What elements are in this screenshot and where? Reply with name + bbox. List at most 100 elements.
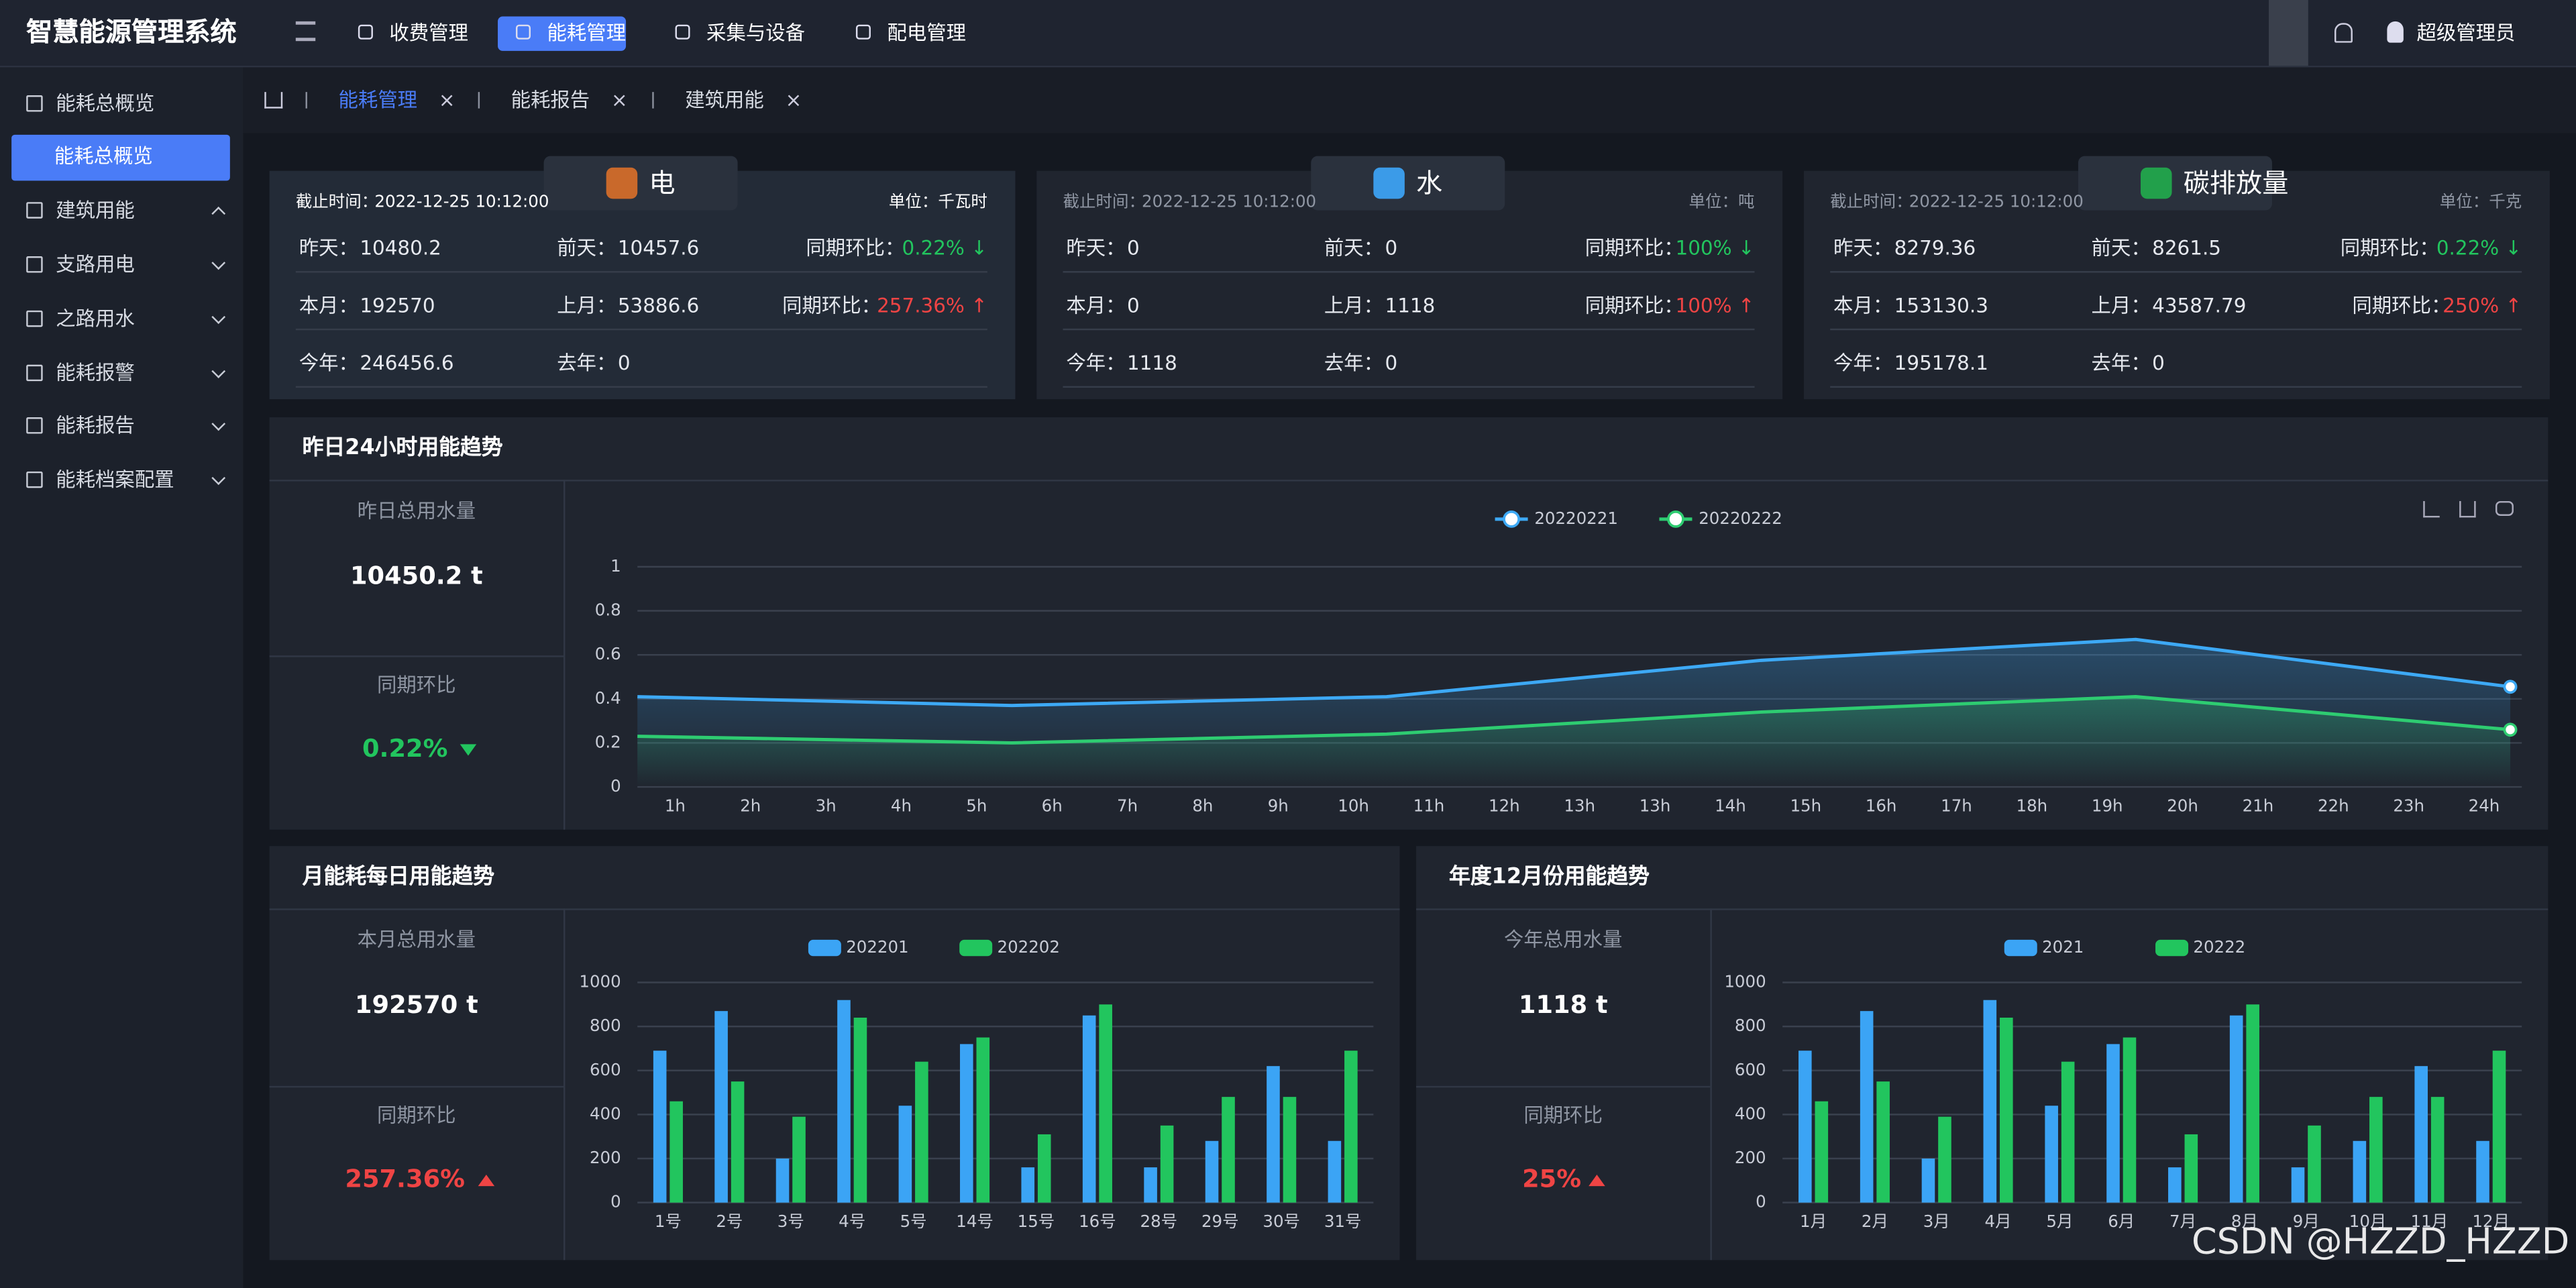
stat-label: 本月：	[1833, 294, 1893, 317]
bar	[653, 1051, 667, 1203]
ratio-label: 同期环比：	[2340, 236, 2439, 260]
sidebar	[0, 67, 244, 1288]
row-divider	[295, 386, 987, 388]
bar	[2291, 1167, 2305, 1203]
x-tick-label: 13h	[1564, 796, 1595, 815]
kpi-label: 昨日总用水量	[357, 499, 476, 523]
ratio-value: 0.22% ↓	[902, 236, 987, 260]
stat-value: 10480.2	[360, 236, 441, 260]
x-tick-label: 1h	[665, 796, 686, 815]
x-tick-label: 18h	[2017, 796, 2048, 815]
bar	[1876, 1081, 1890, 1203]
stat-value: 0	[617, 352, 631, 375]
stat-value: 10457.6	[617, 236, 700, 260]
ratio-label: 同期环比：	[1585, 236, 1684, 260]
tab-close[interactable]: ×	[438, 89, 455, 112]
legend-swatch	[2155, 939, 2189, 957]
y-tick-label: 0.6	[595, 644, 621, 663]
sidebar-item[interactable]: 能耗总概览	[56, 92, 155, 115]
y-tick-label: 0.8	[595, 600, 621, 620]
home-icon[interactable]	[264, 92, 283, 109]
tab[interactable]: 能耗报告	[511, 89, 590, 112]
toolbar-switch[interactable]	[2496, 500, 2514, 516]
panel-vdivider	[564, 480, 566, 830]
user-icon[interactable]	[2387, 21, 2404, 43]
bar	[1815, 1101, 1829, 1203]
nav-item[interactable]: 收费管理	[389, 21, 468, 45]
toolbar-line[interactable]	[2423, 500, 2440, 518]
sidebar-icon	[26, 364, 43, 382]
sidebar-item[interactable]: 能耗总概览	[54, 144, 153, 168]
stat-value: 0	[1385, 352, 1398, 375]
y-tick-label: 0.4	[595, 688, 621, 708]
sidebar-icon	[26, 310, 43, 327]
bar	[714, 1011, 728, 1203]
stat-label: 去年：	[2091, 352, 2151, 375]
stat-label: 昨天：	[1066, 236, 1126, 260]
bar	[2353, 1140, 2367, 1203]
toolbar-bar[interactable]	[2459, 500, 2476, 518]
x-tick-label: 15号	[1018, 1212, 1055, 1231]
x-tick-label: 14号	[956, 1212, 994, 1231]
bar	[1037, 1134, 1051, 1203]
stat-value: 1118	[1385, 294, 1436, 317]
nav-active-pill	[498, 16, 627, 51]
y-tick-label: 800	[590, 1016, 621, 1035]
bar	[1160, 1125, 1174, 1203]
sidebar-item[interactable]: 之路用水	[56, 307, 135, 331]
nav-item[interactable]: 配电管理	[887, 21, 967, 45]
legend-swatch	[2004, 939, 2037, 957]
bell-icon[interactable]	[2334, 23, 2353, 43]
sidebar-active	[11, 134, 230, 181]
bar	[915, 1061, 928, 1203]
panel-hdivider	[1416, 1085, 1711, 1088]
sidebar-item[interactable]: 能耗档案配置	[56, 468, 174, 492]
tab[interactable]: 建筑用能	[685, 89, 764, 112]
tab-close[interactable]: ×	[611, 89, 628, 112]
x-tick-label: 29号	[1201, 1212, 1239, 1231]
bar	[2246, 1004, 2259, 1203]
x-tick-label: 4号	[839, 1212, 865, 1231]
stat-value: 246456.6	[360, 352, 454, 375]
bar	[2308, 1125, 2321, 1203]
bar	[1344, 1051, 1358, 1203]
sidebar-item[interactable]: 支路用电	[56, 253, 135, 276]
bar	[2000, 1017, 2013, 1203]
bar	[898, 1106, 912, 1203]
card-title: 碳排放量	[2183, 167, 2289, 199]
nav-item[interactable]: 能耗管理	[547, 21, 627, 45]
nav-item[interactable]: 采集与设备	[706, 21, 806, 45]
bar	[1799, 1051, 1812, 1203]
legend-label: 20222	[2193, 937, 2245, 957]
x-tick-label: 4月	[1985, 1212, 2012, 1231]
menu-toggle[interactable]	[295, 21, 316, 42]
sidebar-item[interactable]: 建筑用能	[56, 199, 135, 222]
user-name[interactable]: 超级管理员	[2416, 21, 2516, 45]
stat-label: 前天：	[2091, 236, 2151, 260]
time-value: 2022-12-25 10:12:00	[1142, 193, 1317, 212]
y-tick-label: 600	[590, 1060, 621, 1079]
sidebar-item[interactable]: 能耗报告	[56, 414, 135, 437]
y-tick-label: 200	[590, 1148, 621, 1167]
bar	[1983, 1000, 1997, 1203]
tab[interactable]: 能耗管理	[338, 89, 418, 112]
bar	[792, 1116, 806, 1203]
bar	[1144, 1167, 1157, 1203]
y-tick-label: 0	[610, 1192, 621, 1212]
bar	[2369, 1097, 2383, 1203]
x-tick-label: 31号	[1324, 1212, 1362, 1231]
time-value: 2022-12-25 10:12:00	[374, 193, 549, 212]
x-tick-label: 2h	[740, 796, 761, 815]
row-divider	[1830, 328, 2522, 331]
stat-label: 前天：	[1324, 236, 1384, 260]
x-tick-label: 1月	[1800, 1212, 1827, 1231]
sidebar-icon	[26, 202, 43, 219]
screen-button[interactable]	[2269, 0, 2308, 66]
trend-triangle	[460, 743, 477, 755]
tab-close[interactable]: ×	[785, 89, 802, 112]
panel-title: 年度12月份用能趋势	[1449, 865, 1650, 890]
sidebar-item[interactable]: 能耗报警	[56, 361, 135, 385]
legend-label: 202202	[998, 937, 1060, 957]
legend-marker	[1503, 511, 1520, 528]
